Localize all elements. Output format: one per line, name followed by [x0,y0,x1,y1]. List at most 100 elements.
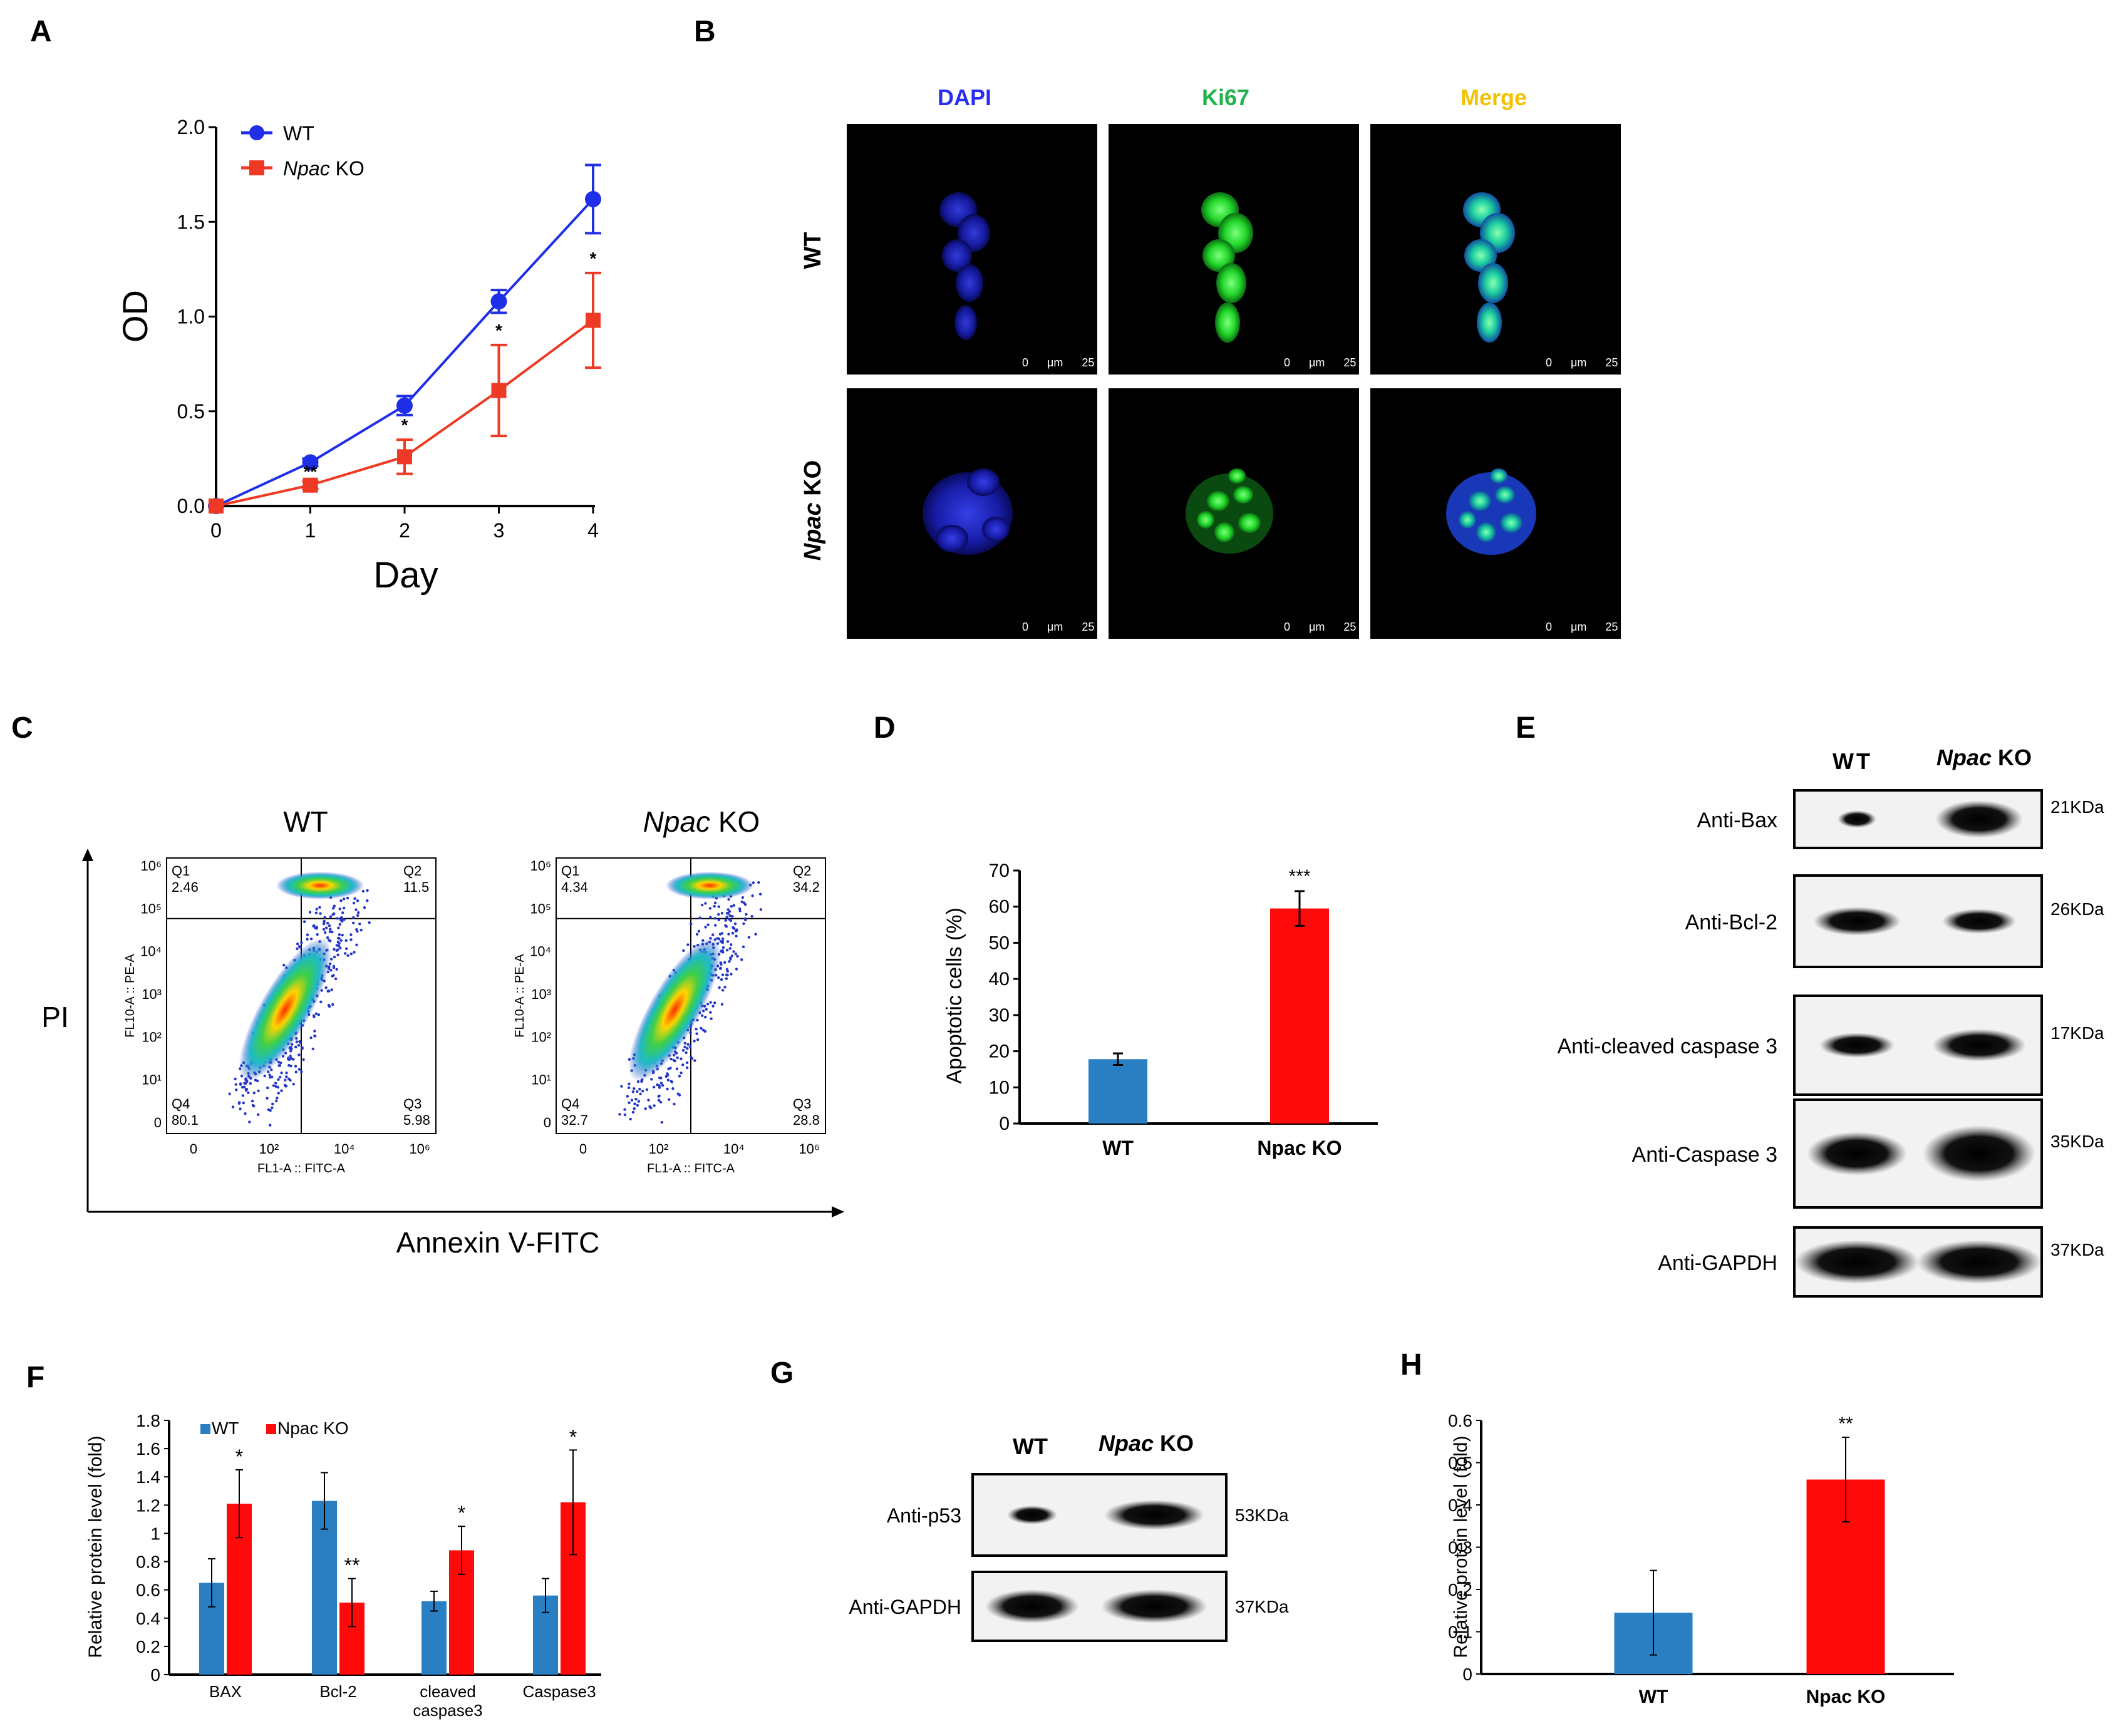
c-title-ko-italic: Npac [643,805,710,838]
a-y-tick-label: 1.5 [177,210,205,233]
g-row-label: Anti-p53 [887,1504,961,1527]
c-wt-event-dot [271,1106,274,1110]
c-wt-event-dot [339,918,343,922]
g-col-ko-rest: KO [1154,1430,1194,1456]
c-ko-event-dot [698,916,701,919]
c-wt-event-dot [366,899,369,902]
c-ko-event-dot [700,1026,703,1030]
panel-label-a: A [30,15,52,48]
c-ko-event-dot [725,968,729,971]
b-scale-text-4: 0 μm 25 [1022,621,1094,633]
c-wt-event-dot [329,939,332,943]
a-significance: * [401,415,408,435]
c-ko-event-dot [742,922,745,926]
c-wt-q2-name: Q2 [403,863,421,879]
c-wt-event-dot [299,946,302,949]
c-ko-event-dot [726,973,729,977]
c-ko-event-dot [660,1120,664,1124]
b-row-label-ko-italic: Npac [800,502,826,561]
c-wt-event-dot [357,911,360,914]
e-band-ko [1923,1125,2035,1182]
c-wt-event-dot [297,1043,301,1047]
b-scale-text-3: 0 μm 25 [1546,356,1618,369]
b-cells-ko-ki67 [1186,468,1273,554]
c-wt-event-dot [276,1097,279,1100]
c-ko-event-dot [723,986,726,989]
c-wt-inner-y-label: FL10-A :: PE-A [123,954,137,1038]
c-ko-event-dot [738,909,742,912]
c-ko-event-dot [695,1032,698,1035]
c-wt-event-dot [234,1077,237,1081]
c-ko-event-dot [713,924,717,927]
c-ko-event-dot [620,1085,623,1088]
c-wt-event-dot [275,1099,278,1103]
c-ko-event-dot [713,904,716,908]
c-ko-event-dot [728,917,731,921]
c-ko-density-q2 [666,872,754,899]
c-ko-event-dot [634,1097,638,1101]
c-ko-event-dot [633,1102,636,1105]
f-significance: ** [344,1554,360,1577]
f-y-tick-label: 0.8 [136,1553,160,1572]
c-ko-event-dot [695,1028,698,1031]
c-ko-event-dot [633,1087,636,1090]
c-ko-event-dot [626,1095,629,1098]
f-category-label: Bcl-2 [319,1682,356,1701]
c-wt-event-dot [361,889,365,893]
g-band-ko [1101,1589,1207,1623]
a-y-tick-label: 1.0 [177,306,205,328]
c-ko-event-dot [696,1038,700,1041]
c-ko-event-dot [725,916,728,919]
c-wt-event-dot [356,899,359,902]
c-wt-event-dot [333,904,336,907]
g-band-ko [1104,1500,1204,1530]
c-ko-event-dot [636,1090,639,1093]
c-ko-event-dot [706,1003,710,1006]
c-ko-q4-name: Q4 [561,1096,579,1112]
c-ko-x-tick-label: 10⁶ [799,1141,820,1157]
d-y-tick-label: 50 [989,933,1010,953]
a-y-tick-label: 0.0 [177,495,205,517]
f-y-tick-label: 1.6 [136,1439,160,1459]
c-ko-event-dot [666,1072,669,1075]
c-wt-event-dot [331,907,335,910]
c-ko-event-dot [695,933,699,936]
c-wt-event-dot [332,964,336,968]
c-ko-y-tick-label: 10⁵ [530,901,551,916]
c-ko-event-dot [717,912,720,916]
c-wt-event-dot [244,1088,248,1091]
panel-d-bar-chart: 0 10 20 30 40 50 60 70 WT Npac KO *** Apoptotic ce… [943,860,1378,1159]
c-ko-event-dot [721,989,725,992]
d-y-tick-label: 60 [989,897,1010,917]
c-ko-event-dot [657,1098,661,1102]
c-wt-event-dot [316,933,319,936]
g-row-label: Anti-GAPDH [849,1596,961,1618]
c-ko-event-dot [759,908,763,911]
c-wt-event-dot [263,1074,267,1078]
e-band-wt [1838,810,1876,828]
c-ko-event-dot [728,910,732,913]
c-ko-event-dot [721,937,725,941]
a-point-wt [302,454,319,471]
c-ko-event-dot [676,1056,679,1060]
c-ko-event-dot [671,1087,675,1090]
c-wt-event-dot [308,911,312,914]
c-wt-event-dot [252,1091,256,1095]
c-wt-q4-value: 80.1 [172,1112,199,1128]
e-col-ko-rest: KO [1992,745,2032,770]
g-kda-label: 37KDa [1235,1597,1289,1616]
c-wt-event-dot [283,1083,287,1087]
c-ko-q1-value: 4.34 [561,879,588,895]
c-ko-event-dot [718,986,721,989]
f-y-tick-label: 1.8 [136,1411,160,1430]
b-row-label-wt: WT [800,232,826,269]
b-col-label-merge: Merge [1461,85,1527,110]
c-wt-q1-value: 2.46 [172,879,199,895]
b-row-label-ko-rest: KO [800,460,826,503]
c-wt-event-dot [292,1082,295,1086]
c-ko-event-dot [649,1107,653,1110]
f-category-label: cleaved [420,1682,476,1701]
c-wt-event-dot [342,906,346,910]
e-band-wt [1794,1240,1920,1284]
c-wt-event-dot [257,1089,260,1093]
